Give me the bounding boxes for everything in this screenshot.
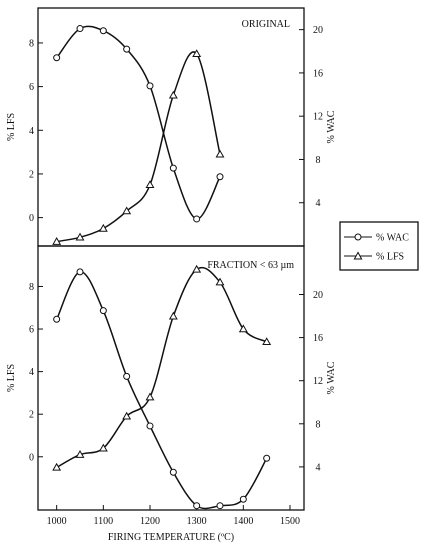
series-line-wac-bottom [56,271,268,510]
x-tick-label: 1000 [47,516,67,527]
right-tick-label: 4 [316,198,321,209]
right-axis-label-top: % WAC [326,110,337,143]
right-tick-label: 12 [313,376,323,387]
data-point-wac [146,82,154,90]
data-point-wac [239,495,247,503]
data-point-wac [99,27,107,35]
data-point-wac [193,502,201,510]
data-point-wac [53,315,61,323]
x-tick-label: 1100 [94,516,114,527]
data-point-wac [76,268,84,276]
right-tick-label: 16 [313,333,323,344]
panel-fraction: FRACTION < 63 µm % LFS % WAC FIRING TEMP… [6,245,337,543]
panel-title-original: ORIGINAL [242,19,290,30]
legend-box [339,221,419,271]
data-point-lfs [215,277,225,286]
left-tick-label: 2 [29,410,34,421]
panel-original: ORIGINAL % LFS % WAC 0 2 4 6 8 4 8 12 16 20 [6,7,337,247]
data-point-lfs [75,232,85,241]
data-point-wac [216,502,224,510]
left-tick-label: 0 [29,452,34,463]
series-line-lfs-top [56,51,221,243]
data-point-wac [169,468,177,476]
data-point-lfs [215,149,225,158]
data-point-lfs [145,180,155,189]
right-axis-label-bottom: % WAC [326,361,337,394]
data-point-wac [76,25,84,33]
data-point-lfs [145,392,155,401]
series-line-lfs-bottom [56,266,268,469]
right-tick-label: 20 [313,25,323,36]
right-tick-label: 4 [316,462,321,473]
plot-frame-bottom [37,245,305,511]
data-point-lfs [168,90,178,99]
left-tick-label: 2 [29,169,34,180]
x-axis-label: FIRING TEMPERATURE (ºC) [108,532,234,543]
data-point-wac [146,422,154,430]
data-point-lfs [98,443,108,452]
data-point-lfs [168,311,178,320]
data-point-wac [169,164,177,172]
data-point-wac [99,307,107,315]
data-point-lfs [122,206,132,215]
data-point-lfs [75,450,85,458]
data-point-lfs [192,264,202,273]
panel-title-fraction: FRACTION < 63 µm [207,260,294,271]
data-point-lfs [192,49,202,58]
data-point-wac [123,372,131,380]
right-tick-label: 20 [313,290,323,301]
right-tick-label: 8 [316,155,321,166]
left-tick-label: 0 [29,213,34,224]
data-point-lfs [52,462,62,471]
right-tick-label: 12 [313,112,323,123]
left-tick-label: 8 [29,282,34,293]
left-tick-label: 6 [29,82,34,93]
legend: % WAC % LFS [339,221,419,271]
left-axis-label-top: % LFS [6,113,17,141]
x-tick-label: 1200 [140,516,160,527]
left-tick-label: 4 [29,367,34,378]
legend-marker-wac [354,233,362,241]
data-point-lfs [262,337,272,346]
data-point-wac [263,454,271,462]
data-point-lfs [122,411,132,420]
plot-frame-top [37,7,305,247]
legend-label-lfs: % LFS [376,252,404,263]
data-point-wac [123,45,131,53]
left-tick-label: 6 [29,325,34,336]
data-point-lfs [52,237,62,245]
left-tick-label: 8 [29,38,34,49]
data-point-lfs [98,223,108,232]
x-tick-label: 1300 [187,516,207,527]
data-point-wac [53,54,61,62]
left-tick-label: 4 [29,126,34,137]
right-tick-label: 16 [313,68,323,79]
data-point-lfs [238,324,248,333]
legend-marker-lfs [353,251,363,260]
data-point-wac [193,215,201,223]
x-tick-label: 1400 [233,516,253,527]
data-point-wac [216,173,224,181]
x-tick-label: 1500 [280,516,300,527]
left-axis-label-bottom: % LFS [6,364,17,392]
legend-label-wac: % WAC [376,233,409,244]
right-tick-label: 8 [316,419,321,430]
